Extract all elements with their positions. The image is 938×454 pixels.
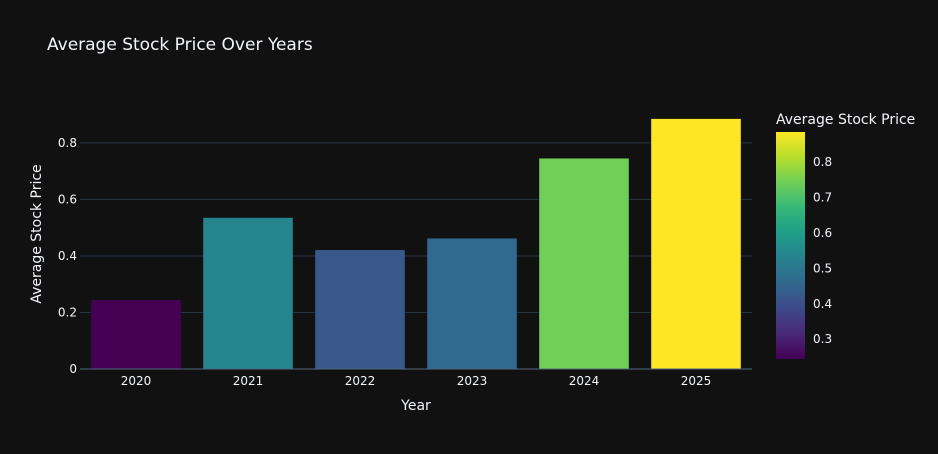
grid-lines [80, 142, 752, 313]
y-tick-label: 0.8 [58, 136, 77, 150]
chart-title: Average Stock Price Over Years [47, 35, 313, 55]
colorbar-tick-label: 0.6 [813, 226, 832, 240]
x-tick-label: 2020 [121, 374, 152, 388]
y-tick-label: 0 [69, 362, 77, 376]
y-tick-label: 0.6 [58, 192, 77, 206]
colorbar-tick-label: 0.8 [813, 155, 832, 169]
y-axis-title: Average Stock Price [29, 164, 45, 303]
y-tick-labels: 0 0.2 0.4 0.6 0.8 [58, 136, 77, 376]
bar-2022[interactable] [315, 250, 405, 369]
bar-2024[interactable] [539, 158, 629, 369]
bar-2025[interactable] [651, 118, 741, 370]
colorbar-tick-label: 0.7 [813, 191, 832, 205]
x-tick-label: 2021 [233, 374, 264, 388]
x-tick-label: 2025 [681, 374, 712, 388]
x-tick-label: 2024 [569, 374, 600, 388]
x-tick-labels: 2020 2021 2022 2023 2024 2025 [121, 374, 712, 388]
bar-2021[interactable] [203, 217, 293, 369]
bars [91, 118, 741, 370]
x-tick-label: 2022 [345, 374, 376, 388]
colorbar-gradient [776, 132, 805, 359]
bar-2020[interactable] [91, 300, 181, 369]
colorbar-title: Average Stock Price [776, 112, 915, 128]
bar-2023[interactable] [427, 238, 517, 369]
colorbar-tick-label: 0.3 [813, 332, 832, 346]
colorbar: Average Stock Price 0.3 0.4 0.5 0.6 0.7 0.8 [776, 112, 915, 359]
colorbar-tick-labels: 0.3 0.4 0.5 0.6 0.7 0.8 [813, 155, 832, 346]
colorbar-tick-label: 0.4 [813, 297, 832, 311]
colorbar-tick-label: 0.5 [813, 261, 832, 275]
x-tick-label: 2023 [457, 374, 488, 388]
y-tick-label: 0.2 [58, 305, 77, 319]
x-axis-title: Year [400, 398, 431, 414]
y-tick-label: 0.4 [58, 249, 77, 263]
